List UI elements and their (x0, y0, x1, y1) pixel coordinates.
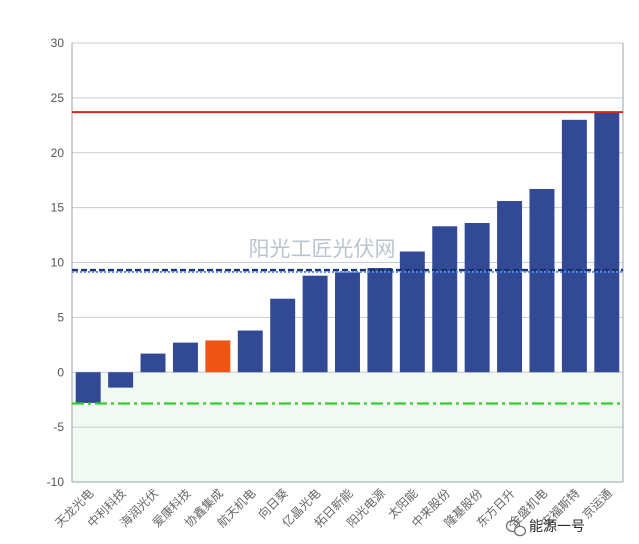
bar (205, 340, 231, 373)
bar (529, 188, 555, 373)
bars-layer (75, 112, 620, 403)
reference-lines-layer (72, 111, 623, 405)
bar (335, 272, 360, 373)
y-tick-label: 25 (51, 91, 65, 105)
bar (140, 353, 166, 373)
watermark-text: 阳光工匠光伏网 (249, 237, 396, 261)
bar (237, 330, 263, 373)
bar (108, 372, 134, 388)
bar (302, 275, 328, 373)
footer-account-name: 能源一号 (529, 519, 585, 535)
bar (367, 267, 393, 373)
wechat-icon (505, 519, 527, 537)
y-tick-label: 30 (51, 36, 65, 50)
y-tick-label: 15 (51, 201, 65, 215)
y-tick-label: 0 (57, 365, 64, 379)
bar (399, 251, 425, 373)
y-tick-label: -10 (47, 475, 65, 489)
bar (172, 342, 198, 373)
bar (464, 222, 490, 373)
y-tick-label: -5 (53, 420, 64, 434)
y-tick-label: 20 (51, 146, 65, 160)
bar (497, 201, 523, 373)
y-tick-label: 5 (57, 310, 64, 324)
bar (75, 372, 101, 403)
bar (594, 112, 620, 373)
y-tick-label: 10 (51, 256, 65, 270)
y-tick-labels-layer: -10 -5 0 5 10 15 20 25 30 (47, 36, 65, 489)
bar (561, 119, 587, 373)
bar (270, 298, 296, 373)
bar (432, 226, 458, 373)
